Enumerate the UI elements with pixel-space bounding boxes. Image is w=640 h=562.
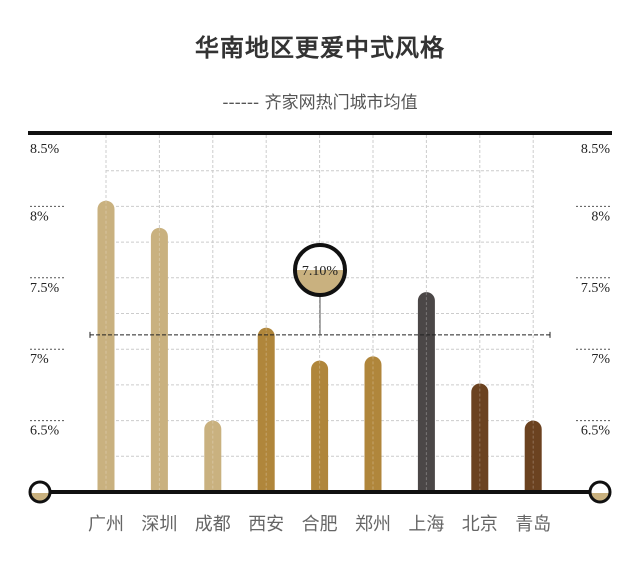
bar-广州 (97, 200, 115, 493)
x-tick-label: 深圳 (141, 514, 177, 535)
y-tick-label-right: 8.5% (581, 142, 611, 157)
x-tick-label: 广州 (88, 514, 124, 535)
x-tick-label: 西安 (248, 514, 284, 535)
bar-青岛 (524, 420, 542, 492)
average-callout-fill (295, 270, 345, 295)
bar-郑州 (364, 356, 382, 492)
y-tick-label-right: 8% (591, 209, 610, 224)
x-tick-label: 合肥 (302, 514, 338, 535)
chart-title: 华南地区更爱中式风格 (195, 34, 445, 62)
y-tick-label-left: 6.5% (30, 424, 60, 439)
x-tick-label: 青岛 (515, 514, 551, 535)
axis-end-cap-ring (588, 480, 612, 504)
y-tick-label-right: 6.5% (581, 424, 611, 439)
bar-北京 (471, 383, 489, 492)
bar-西安 (257, 327, 275, 492)
y-tick-label-left: 8% (30, 209, 49, 224)
x-tick-label: 北京 (462, 514, 498, 535)
bar-深圳 (150, 227, 168, 493)
bar-上海 (417, 292, 435, 492)
average-label: 7.10% (302, 264, 339, 279)
y-tick-label-left: 7.5% (30, 281, 60, 296)
chart-subtitle: ------ 齐家网热门城市均值 (222, 93, 418, 113)
y-tick-label-right: 7% (591, 352, 610, 367)
bar-合肥 (311, 360, 329, 492)
x-tick-label: 上海 (408, 514, 444, 535)
bar-成都 (204, 420, 222, 492)
y-tick-label-right: 7.5% (581, 281, 611, 296)
y-tick-label-left: 7% (30, 352, 49, 367)
y-tick-label-left: 8.5% (30, 142, 60, 157)
x-tick-label: 成都 (195, 514, 231, 535)
average-callout-ring (293, 243, 347, 297)
x-tick-label: 郑州 (355, 514, 391, 535)
axis-end-cap-ring (28, 480, 52, 504)
